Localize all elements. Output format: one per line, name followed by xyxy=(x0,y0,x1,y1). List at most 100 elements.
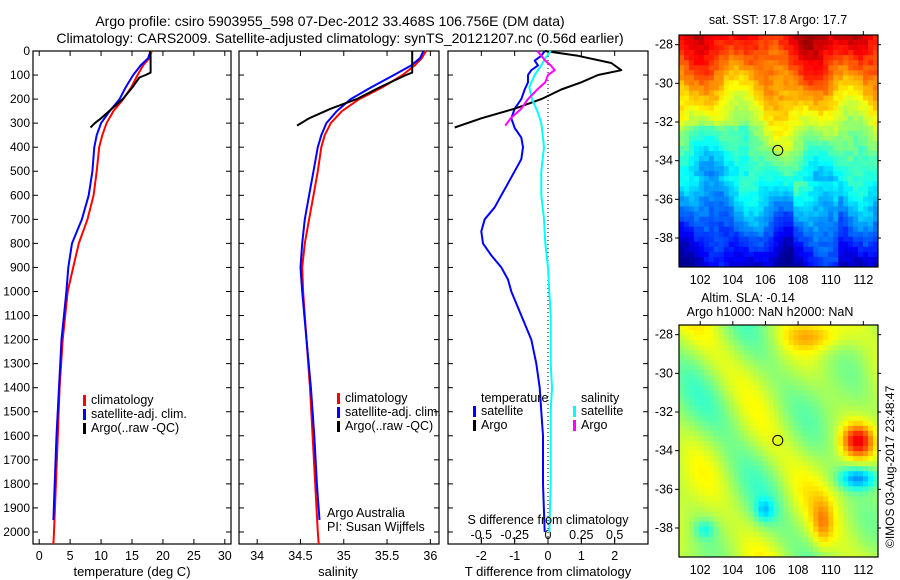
heatmap-cell xyxy=(688,405,695,412)
heatmap-cell xyxy=(828,130,834,137)
heatmap-cell xyxy=(758,236,764,243)
heatmap-cell xyxy=(773,140,779,147)
heatmap-cell xyxy=(773,100,779,106)
heatmap-cell xyxy=(768,516,774,522)
heatmap-cell xyxy=(703,390,710,396)
heatmap-cell xyxy=(843,345,849,351)
heatmap-cell xyxy=(868,551,874,558)
heatmap-cell xyxy=(803,50,809,56)
heatmap-cell xyxy=(778,60,784,66)
heatmap-cell xyxy=(868,85,874,91)
heatmap-cell xyxy=(793,65,799,71)
heatmap-cell xyxy=(738,231,744,238)
y-tick-label: 1300 xyxy=(3,357,30,371)
heatmap-cell xyxy=(783,75,789,81)
heatmap-cell xyxy=(823,156,829,162)
heatmap-cell xyxy=(773,125,779,132)
heatmap-cell xyxy=(873,355,879,361)
heatmap-cell xyxy=(838,390,844,396)
heatmap-cell xyxy=(693,140,700,147)
heatmap-cell xyxy=(723,365,730,371)
heatmap-cell xyxy=(853,191,859,197)
heatmap-cell xyxy=(868,140,874,147)
map-y-tick-label: -34 xyxy=(655,444,673,458)
heatmap-cell xyxy=(713,486,720,492)
heatmap-cell xyxy=(768,145,774,152)
heatmap-cell xyxy=(803,521,809,528)
heatmap-cell xyxy=(733,151,739,157)
heatmap-cell xyxy=(783,251,789,258)
heatmap-cell xyxy=(873,390,879,396)
heatmap-cell xyxy=(723,451,730,457)
heatmap-cell xyxy=(843,390,849,396)
heatmap-cell xyxy=(853,40,859,46)
heatmap-cell xyxy=(843,191,849,197)
heatmap-cell xyxy=(848,110,854,116)
heatmap-cell xyxy=(793,370,799,376)
heatmap-cell xyxy=(843,380,849,386)
heatmap-cell xyxy=(873,325,879,331)
heatmap-cell xyxy=(703,60,710,66)
heatmap-cell xyxy=(708,196,715,202)
heatmap-cell xyxy=(763,95,769,101)
heatmap-cell xyxy=(818,236,824,243)
map-y-tick-label: -28 xyxy=(655,38,673,52)
heatmap-cell xyxy=(833,385,839,391)
heatmap-cell xyxy=(818,221,824,227)
heatmap-cell xyxy=(748,65,754,71)
heatmap-cell xyxy=(783,410,789,417)
heatmap-cell xyxy=(853,526,859,533)
heatmap-cell xyxy=(718,130,725,137)
heatmap-cell xyxy=(753,261,759,268)
heatmap-cell xyxy=(708,405,715,412)
heatmap-cell xyxy=(858,201,864,207)
heatmap-cell xyxy=(793,60,799,66)
heatmap-cell xyxy=(838,496,844,502)
heatmap-cell xyxy=(733,256,739,263)
heatmap-cell xyxy=(823,521,829,528)
heatmap-cell xyxy=(778,521,784,528)
heatmap-cell xyxy=(703,325,710,331)
heatmap-cell xyxy=(773,206,779,212)
heatmap-cell xyxy=(763,481,769,487)
heatmap-cell xyxy=(733,476,739,482)
heatmap-cell xyxy=(803,140,809,147)
heatmap-cell xyxy=(683,325,690,331)
heatmap-cell xyxy=(783,236,789,243)
heatmap-cell xyxy=(723,456,730,462)
heatmap-cell xyxy=(698,85,705,91)
heatmap-cell xyxy=(828,161,834,167)
heatmap-cell xyxy=(698,446,705,452)
heatmap-cell xyxy=(703,251,710,258)
heatmap-cell xyxy=(853,120,859,127)
heatmap-cell xyxy=(773,410,779,417)
heatmap-cell xyxy=(798,135,804,142)
heatmap-cell xyxy=(723,526,730,533)
heatmap-cell xyxy=(728,181,735,187)
heatmap-cell xyxy=(688,110,695,116)
heatmap-cell xyxy=(679,261,685,268)
heatmap-cell xyxy=(738,451,744,457)
heatmap-cell xyxy=(679,125,685,132)
heatmap-cell xyxy=(679,456,685,462)
heatmap-cell xyxy=(833,541,839,548)
heatmap-cell xyxy=(688,55,695,61)
heatmap-cell xyxy=(718,536,725,543)
heatmap-cell xyxy=(848,171,854,177)
heatmap-cell xyxy=(808,551,814,558)
heatmap-cell xyxy=(703,541,710,548)
heatmap-cell xyxy=(753,80,759,86)
heatmap-cell xyxy=(813,201,819,207)
heatmap-cell xyxy=(858,251,864,258)
heatmap-cell xyxy=(753,521,759,528)
heatmap-cell xyxy=(873,90,879,96)
heatmap-cell xyxy=(823,115,829,122)
heatmap-cell xyxy=(683,50,690,56)
heatmap-cell xyxy=(783,516,789,522)
heatmap-cell xyxy=(688,486,695,492)
heatmap-cell xyxy=(788,506,794,512)
heatmap-cell xyxy=(863,446,869,452)
heatmap-cell xyxy=(833,256,839,263)
heatmap-cell xyxy=(743,65,749,71)
heatmap-cell xyxy=(723,191,730,197)
